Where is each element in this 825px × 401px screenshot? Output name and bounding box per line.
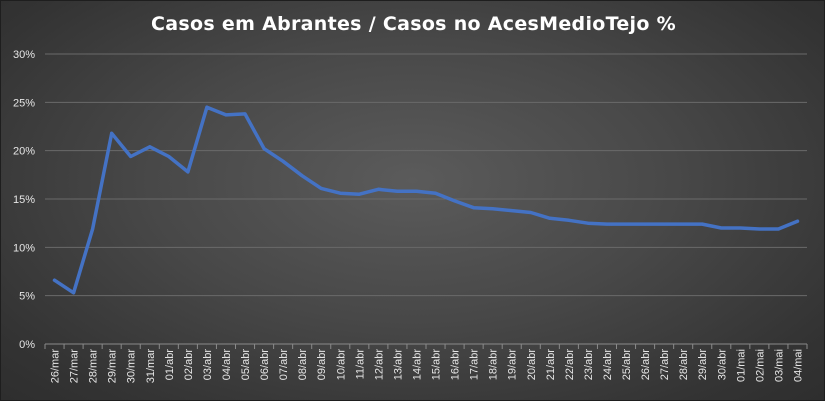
data-point bbox=[319, 186, 323, 190]
data-point bbox=[414, 189, 418, 193]
data-point bbox=[53, 278, 57, 282]
x-tick-label: 28/abr bbox=[678, 349, 690, 381]
x-tick-label: 14/abr bbox=[411, 349, 423, 381]
data-point bbox=[567, 218, 571, 222]
y-tick-label: 5% bbox=[19, 291, 35, 303]
x-tick-label: 03/abr bbox=[202, 349, 214, 381]
data-point bbox=[148, 145, 152, 149]
data-point bbox=[224, 113, 228, 117]
data-point bbox=[338, 191, 342, 195]
data-point bbox=[205, 105, 209, 109]
x-tick-label: 25/abr bbox=[621, 349, 633, 381]
data-point bbox=[395, 189, 399, 193]
data-point bbox=[472, 206, 476, 210]
data-point bbox=[719, 226, 723, 230]
x-tick-label: 01/abr bbox=[164, 349, 176, 381]
data-point bbox=[91, 227, 95, 231]
x-tick-label: 12/abr bbox=[373, 349, 385, 381]
x-tick-label: 30/abr bbox=[716, 349, 728, 381]
y-tick-label: 20% bbox=[13, 146, 35, 158]
y-tick-label: 30% bbox=[13, 49, 35, 61]
x-tick-label: 18/abr bbox=[488, 349, 500, 381]
x-tick-label: 29/abr bbox=[697, 349, 709, 381]
data-point bbox=[300, 174, 304, 178]
data-point bbox=[795, 219, 799, 223]
x-tick-label: 26/abr bbox=[640, 349, 652, 381]
y-tick-label: 25% bbox=[13, 97, 35, 109]
x-tick-label: 16/abr bbox=[450, 349, 462, 381]
x-tick-label: 05/abr bbox=[240, 349, 252, 381]
data-point bbox=[491, 207, 495, 211]
x-tick-label: 23/abr bbox=[583, 349, 595, 381]
data-point bbox=[510, 209, 514, 213]
y-tick-label: 10% bbox=[13, 242, 35, 254]
x-tick-label: 17/abr bbox=[469, 349, 481, 381]
data-point bbox=[281, 159, 285, 163]
x-tick-label: 26/mar bbox=[50, 349, 62, 384]
y-tick-label: 15% bbox=[13, 194, 35, 206]
data-point bbox=[757, 227, 761, 231]
x-tick-label: 30/mar bbox=[126, 349, 138, 384]
data-point bbox=[110, 131, 114, 135]
x-tick-label: 20/abr bbox=[526, 349, 538, 381]
data-point bbox=[700, 222, 704, 226]
data-point bbox=[548, 216, 552, 220]
data-point bbox=[129, 154, 133, 158]
data-point bbox=[262, 147, 266, 151]
x-tick-label: 24/abr bbox=[602, 349, 614, 381]
x-tick-label: 31/mar bbox=[145, 349, 157, 384]
x-tick-label: 02/abr bbox=[183, 349, 195, 381]
x-tick-label: 27/abr bbox=[659, 349, 671, 381]
chart-title: Casos em Abrantes / Casos no AcesMedioTe… bbox=[151, 13, 676, 35]
y-tick-label: 0% bbox=[19, 339, 35, 351]
data-point bbox=[167, 154, 171, 158]
data-point bbox=[434, 191, 438, 195]
data-point bbox=[776, 227, 780, 231]
data-point bbox=[529, 211, 533, 215]
x-tick-label: 02/mai bbox=[754, 349, 766, 382]
x-tick-label: 06/abr bbox=[259, 349, 271, 381]
x-tick-label: 03/mai bbox=[773, 349, 785, 382]
x-tick-label: 09/abr bbox=[316, 349, 328, 381]
data-point bbox=[243, 112, 247, 116]
x-tick-label: 22/abr bbox=[564, 349, 576, 381]
x-tick-label: 29/mar bbox=[107, 349, 119, 384]
data-point bbox=[624, 222, 628, 226]
data-point bbox=[453, 199, 457, 203]
data-point bbox=[738, 226, 742, 230]
x-tick-label: 04/mai bbox=[792, 349, 804, 382]
x-tick-label: 10/abr bbox=[335, 349, 347, 381]
x-tick-label: 07/abr bbox=[278, 349, 290, 381]
series-line bbox=[52, 105, 800, 295]
x-tick-label: 28/mar bbox=[88, 349, 100, 384]
data-point bbox=[376, 187, 380, 191]
x-tick-label: 15/abr bbox=[431, 349, 443, 381]
x-tick-label: 08/abr bbox=[297, 349, 309, 381]
data-point bbox=[72, 291, 76, 295]
x-tick-label: 11/abr bbox=[354, 349, 366, 380]
x-tick-label: 27/mar bbox=[69, 349, 81, 384]
x-tick-label: 13/abr bbox=[392, 349, 404, 381]
data-point bbox=[586, 221, 590, 225]
x-tick-label: 21/abr bbox=[545, 349, 557, 381]
data-point bbox=[186, 170, 190, 174]
x-tick-label: 04/abr bbox=[221, 349, 233, 381]
data-point bbox=[605, 222, 609, 226]
data-point bbox=[357, 192, 361, 196]
data-point bbox=[662, 222, 666, 226]
data-point bbox=[681, 222, 685, 226]
data-point bbox=[643, 222, 647, 226]
x-tick-label: 19/abr bbox=[507, 349, 519, 381]
x-tick-label: 01/mai bbox=[735, 349, 747, 382]
